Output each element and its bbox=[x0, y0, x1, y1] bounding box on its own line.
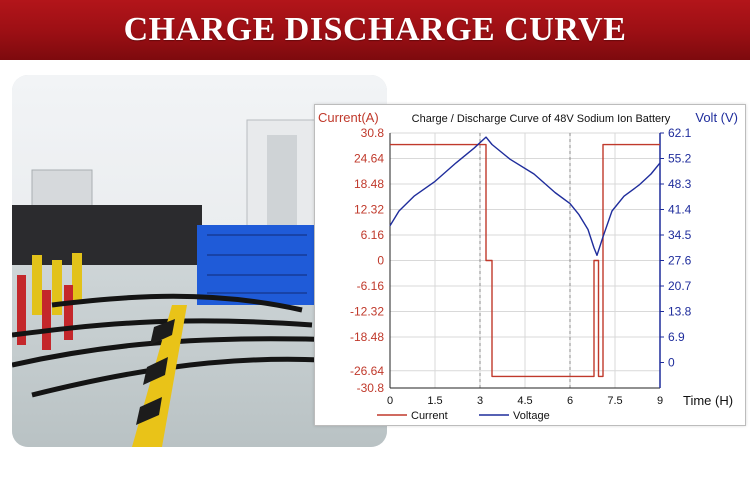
x-tick-label: 1.5 bbox=[427, 395, 442, 407]
right-tick-label: 0 bbox=[668, 356, 675, 370]
right-tick-label: 55.2 bbox=[668, 152, 692, 166]
shelf bbox=[31, 169, 93, 211]
x-axis-label: Time (H) bbox=[683, 393, 733, 408]
current-series-line bbox=[390, 143, 660, 378]
left-tick-label: 12.32 bbox=[354, 203, 384, 217]
right-tick-label: 27.6 bbox=[668, 254, 692, 268]
tick-labels: 30.8 24.64 18.48 12.32 6.16 0 -6.16 -12.32 -18.4… bbox=[350, 126, 692, 407]
legend-voltage-label: Voltage bbox=[513, 410, 550, 422]
voltage-series-line bbox=[389, 136, 661, 257]
blue-pallet bbox=[197, 225, 317, 305]
right-tick-label: 13.8 bbox=[668, 305, 692, 319]
left-tick-label: 0 bbox=[377, 254, 384, 268]
banner-title: CHARGE DISCHARGE CURVE bbox=[123, 11, 627, 48]
axes bbox=[389, 132, 664, 389]
right-tick-label: 48.3 bbox=[668, 177, 692, 191]
left-tick-label: -6.16 bbox=[357, 279, 385, 293]
battery-rack bbox=[12, 205, 202, 265]
cables bbox=[12, 293, 343, 398]
x-tick-label: 0 bbox=[387, 395, 393, 407]
red-leads bbox=[17, 275, 73, 350]
x-tick-label: 4.5 bbox=[517, 395, 532, 407]
hazard-stripe bbox=[132, 305, 187, 447]
x-tick-label: 9 bbox=[657, 395, 663, 407]
x-tick-label: 7.5 bbox=[607, 395, 622, 407]
title-banner: CHARGE DISCHARGE CURVE bbox=[0, 0, 750, 60]
right-tick-label: 20.7 bbox=[668, 279, 692, 293]
left-tick-label: 6.16 bbox=[361, 228, 385, 242]
yellow-clamps bbox=[32, 253, 82, 315]
left-tick-label: 18.48 bbox=[354, 177, 384, 191]
chart-title: Charge / Discharge Curve of 48V Sodium I… bbox=[412, 113, 671, 125]
left-tick-label: -12.32 bbox=[350, 305, 384, 319]
x-tick-label: 3 bbox=[477, 395, 483, 407]
left-axis-label: Current(A) bbox=[318, 110, 379, 125]
legend: Current Voltage bbox=[377, 410, 550, 422]
right-tick-label: 6.9 bbox=[668, 330, 685, 344]
left-tick-label: -30.8 bbox=[357, 381, 385, 395]
right-tick-label: 41.4 bbox=[668, 203, 692, 217]
right-tick-label: 62.1 bbox=[668, 126, 692, 140]
left-tick-label: 24.64 bbox=[354, 152, 384, 166]
grid bbox=[389, 132, 661, 389]
left-tick-label: -18.48 bbox=[350, 330, 384, 344]
left-tick-label: 30.8 bbox=[361, 126, 385, 140]
legend-current-label: Current bbox=[411, 410, 448, 422]
x-tick-label: 6 bbox=[567, 395, 573, 407]
right-tick-label: 34.5 bbox=[668, 228, 692, 242]
left-tick-label: -26.64 bbox=[350, 364, 384, 378]
charge-discharge-chart: Current(A) Charge / Discharge Curve of 4… bbox=[318, 110, 738, 422]
right-axis-label: Volt (V) bbox=[695, 110, 738, 125]
series bbox=[389, 136, 661, 378]
chart-panel: Current(A) Charge / Discharge Curve of 4… bbox=[314, 104, 746, 426]
